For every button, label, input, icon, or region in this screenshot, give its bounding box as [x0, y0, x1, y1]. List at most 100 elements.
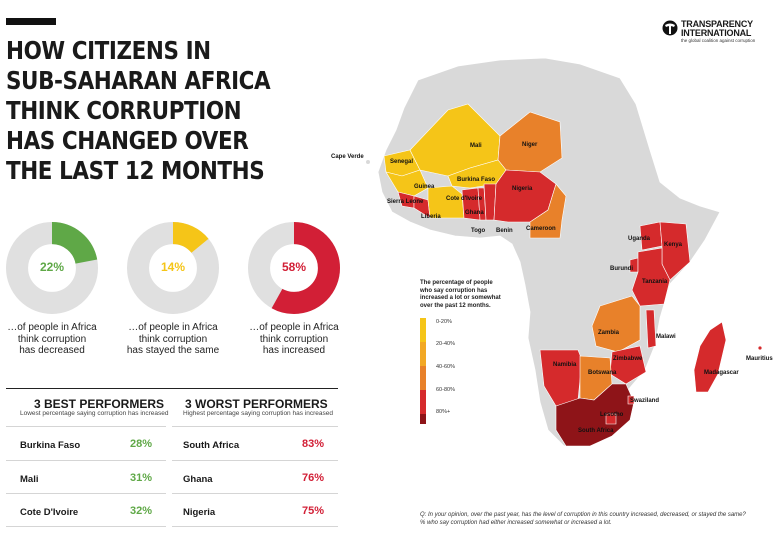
- map-label: Uganda: [628, 236, 651, 242]
- section-divider: [6, 388, 338, 389]
- donut-arc-increased: [248, 222, 340, 314]
- best-value-3: 32%: [130, 505, 153, 517]
- region-madagascar: [693, 321, 727, 393]
- worst-country-3: Nigeria: [183, 507, 216, 518]
- best-value-2: 31%: [130, 472, 153, 484]
- worst-country-1: South Africa: [183, 440, 240, 451]
- map-label: Niger: [522, 142, 538, 148]
- region-tanzania: [631, 247, 671, 307]
- caption-line: …of people in Africa: [128, 322, 218, 333]
- row-divider: [172, 426, 338, 427]
- donut-value-same: 14%: [160, 260, 186, 274]
- donut-decreased: [6, 222, 98, 314]
- map-label: Malawi: [656, 334, 676, 340]
- map-label: Kenya: [664, 242, 683, 248]
- caption-line: think corruption: [138, 333, 208, 345]
- row-divider: [6, 426, 166, 427]
- map-label: Swaziland: [630, 398, 659, 404]
- legend-title-line: who say corruption has: [420, 287, 488, 294]
- legend-swatch-40-60: [420, 366, 426, 390]
- donut-arc-decreased: [6, 222, 98, 314]
- legend-swatch-0-20: [420, 318, 426, 342]
- survey-question-footnote: Q: In your opinion, over the past year, …: [420, 511, 780, 527]
- legend-label: 0-20%: [436, 319, 452, 325]
- worst-performers-heading: 3 WORST PERFORMERS: [185, 397, 328, 411]
- legend-swatch-80-plus: [420, 414, 426, 424]
- title-line: THINK CORRUPTION: [6, 96, 242, 125]
- map-label: Madagascar: [704, 370, 739, 376]
- row-divider: [172, 526, 338, 527]
- region-malawi: [645, 309, 657, 349]
- donut-increased: [248, 222, 340, 314]
- map-label: Mauritius: [746, 356, 773, 362]
- globe-icon: [662, 20, 678, 36]
- legend-swatch-60-80: [420, 390, 426, 414]
- map-label: Senegal: [390, 159, 413, 165]
- title-line: HOW CITIZENS IN: [6, 36, 211, 65]
- map-label: Togo: [471, 228, 486, 234]
- map-label: Namibia: [553, 362, 577, 368]
- best-country-3: Cote D'Ivoire: [20, 507, 79, 518]
- caption-line: has decreased: [19, 345, 85, 356]
- donut-value-increased: 58%: [281, 260, 307, 274]
- map-label: Benin: [496, 228, 513, 234]
- worst-value-1: 83%: [302, 438, 325, 450]
- map-label: Mali: [470, 143, 482, 149]
- region-zambia: [591, 295, 641, 353]
- donut-caption-increased: …of people in Africa think corruption ha…: [229, 322, 359, 357]
- map-label: Sierra Leone: [387, 199, 424, 205]
- map-label: Tanzania: [642, 279, 668, 285]
- region-cameroon: [529, 183, 567, 239]
- caption-line: has increased: [262, 345, 326, 356]
- map-label: Liberia: [421, 214, 441, 220]
- footnote-line: % who say corruption had either increase…: [420, 520, 612, 526]
- worst-value-2: 76%: [302, 472, 325, 484]
- region-south-africa: [555, 383, 635, 447]
- map-label: Lesotho: [600, 412, 624, 418]
- title-line: HAS CHANGED OVER: [6, 126, 249, 155]
- donut-value-decreased: 22%: [39, 260, 65, 274]
- map-label: Ghana: [465, 210, 484, 216]
- brand-name-line: INTERNATIONAL: [681, 28, 752, 38]
- best-performers-heading: 3 BEST PERFORMERS: [34, 397, 165, 411]
- legend-title: The percentage of people who say corrupt…: [420, 280, 530, 310]
- donut-same: [127, 222, 219, 314]
- worst-country-2: Ghana: [183, 474, 213, 485]
- legend-title-line: increased a lot or somewhat: [420, 295, 501, 301]
- legend-title-line: over the past 12 months.: [420, 302, 491, 309]
- worst-value-3: 75%: [302, 505, 325, 517]
- legend-swatch-20-40: [420, 342, 426, 366]
- region-swaziland: [627, 395, 635, 405]
- footnote-line: Q: In your opinion, over the past year, …: [420, 512, 746, 518]
- title-line: THE LAST 12 MONTHS: [6, 156, 265, 185]
- map-label: Nigeria: [512, 186, 533, 192]
- map-label: Cape Verde: [331, 154, 364, 160]
- map-label: Burundi: [610, 266, 633, 272]
- brand-name: TRANSPARENCY INTERNATIONAL: [681, 20, 753, 38]
- map-label: Zambia: [598, 330, 620, 336]
- caption-line: has stayed the same: [126, 345, 220, 356]
- legend-label: 40-60%: [436, 364, 455, 370]
- worst-performers-subheading: Highest percentage saying corruption has…: [183, 410, 333, 417]
- best-country-2: Mali: [20, 474, 39, 485]
- caption-line: think corruption: [17, 333, 87, 345]
- brand-name-line: TRANSPARENCY: [681, 19, 753, 29]
- title-line: SUB-SAHARAN AFRICA: [6, 66, 271, 95]
- legend-title-line: The percentage of people: [420, 280, 493, 286]
- title-accent-bar: [6, 18, 56, 25]
- row-divider: [172, 460, 338, 461]
- map-label: Cameroon: [526, 226, 556, 232]
- best-performers-subheading: Lowest percentage saying corruption has …: [20, 410, 169, 417]
- map-label: Guinea: [414, 184, 435, 190]
- region-cape-verde: [366, 160, 370, 164]
- map-label: Cote d'Ivoire: [446, 196, 483, 202]
- best-country-1: Burkina Faso: [20, 440, 81, 451]
- map-label: Zimbabwe: [613, 356, 643, 362]
- row-divider: [6, 460, 166, 461]
- best-value-1: 28%: [130, 438, 153, 450]
- legend-label: 20-40%: [436, 341, 455, 347]
- region-mauritius: [758, 346, 762, 350]
- donut-arc-same: [127, 222, 219, 314]
- caption-line: think corruption: [259, 333, 329, 345]
- caption-line: …of people in Africa: [7, 322, 97, 333]
